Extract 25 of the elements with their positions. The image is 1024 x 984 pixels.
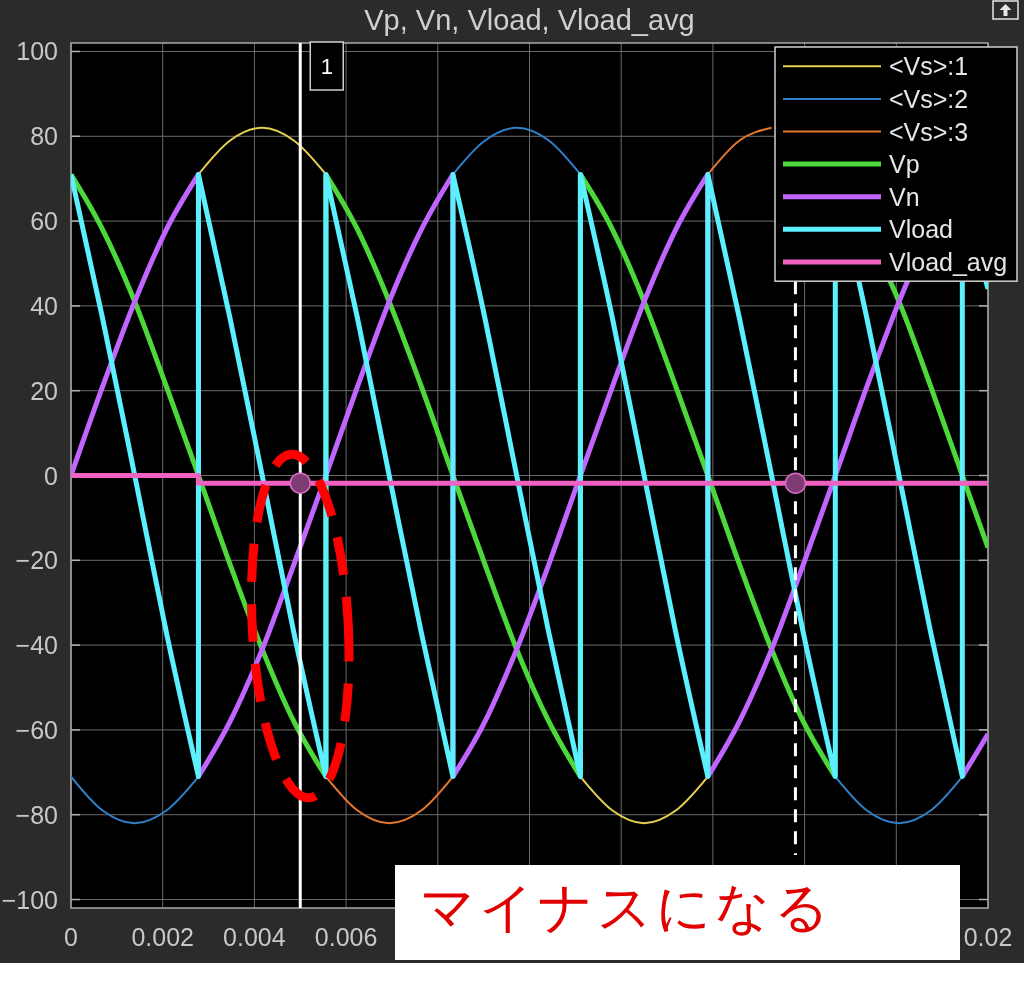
legend-label: Vload_avg bbox=[889, 247, 1008, 276]
y-tick-label: 100 bbox=[16, 37, 58, 66]
annotation: マイナスになる bbox=[420, 875, 833, 939]
x-tick-label: 0.006 bbox=[314, 923, 378, 951]
y-tick-label: −40 bbox=[15, 631, 58, 660]
legend-label: <Vs>:3 bbox=[889, 117, 969, 146]
y-tick-label: −100 bbox=[1, 885, 58, 914]
legend-label: <Vs>:2 bbox=[889, 84, 969, 113]
ref-line-label: 1 bbox=[320, 53, 333, 79]
chart-title: Vp, Vn, Vload, Vload_avg bbox=[364, 4, 695, 36]
y-tick-label: 80 bbox=[30, 122, 58, 151]
x-tick-label: 0 bbox=[64, 923, 78, 951]
y-tick-label: −60 bbox=[15, 715, 58, 744]
y-tick-label: 20 bbox=[30, 376, 58, 405]
legend-label: Vload bbox=[889, 215, 953, 244]
y-tick-label: 40 bbox=[30, 291, 58, 320]
x-tick-label: 0.004 bbox=[223, 923, 286, 951]
y-tick-label: 60 bbox=[30, 207, 58, 236]
legend-label: Vp bbox=[889, 150, 920, 179]
legend-label: Vn bbox=[889, 182, 920, 211]
y-tick-label: −20 bbox=[15, 546, 58, 575]
x-tick-label: 0.002 bbox=[131, 923, 194, 951]
y-tick-label: 0 bbox=[44, 461, 58, 490]
x-tick-label: 0.02 bbox=[963, 923, 1013, 951]
y-tick-label: −80 bbox=[15, 800, 58, 829]
